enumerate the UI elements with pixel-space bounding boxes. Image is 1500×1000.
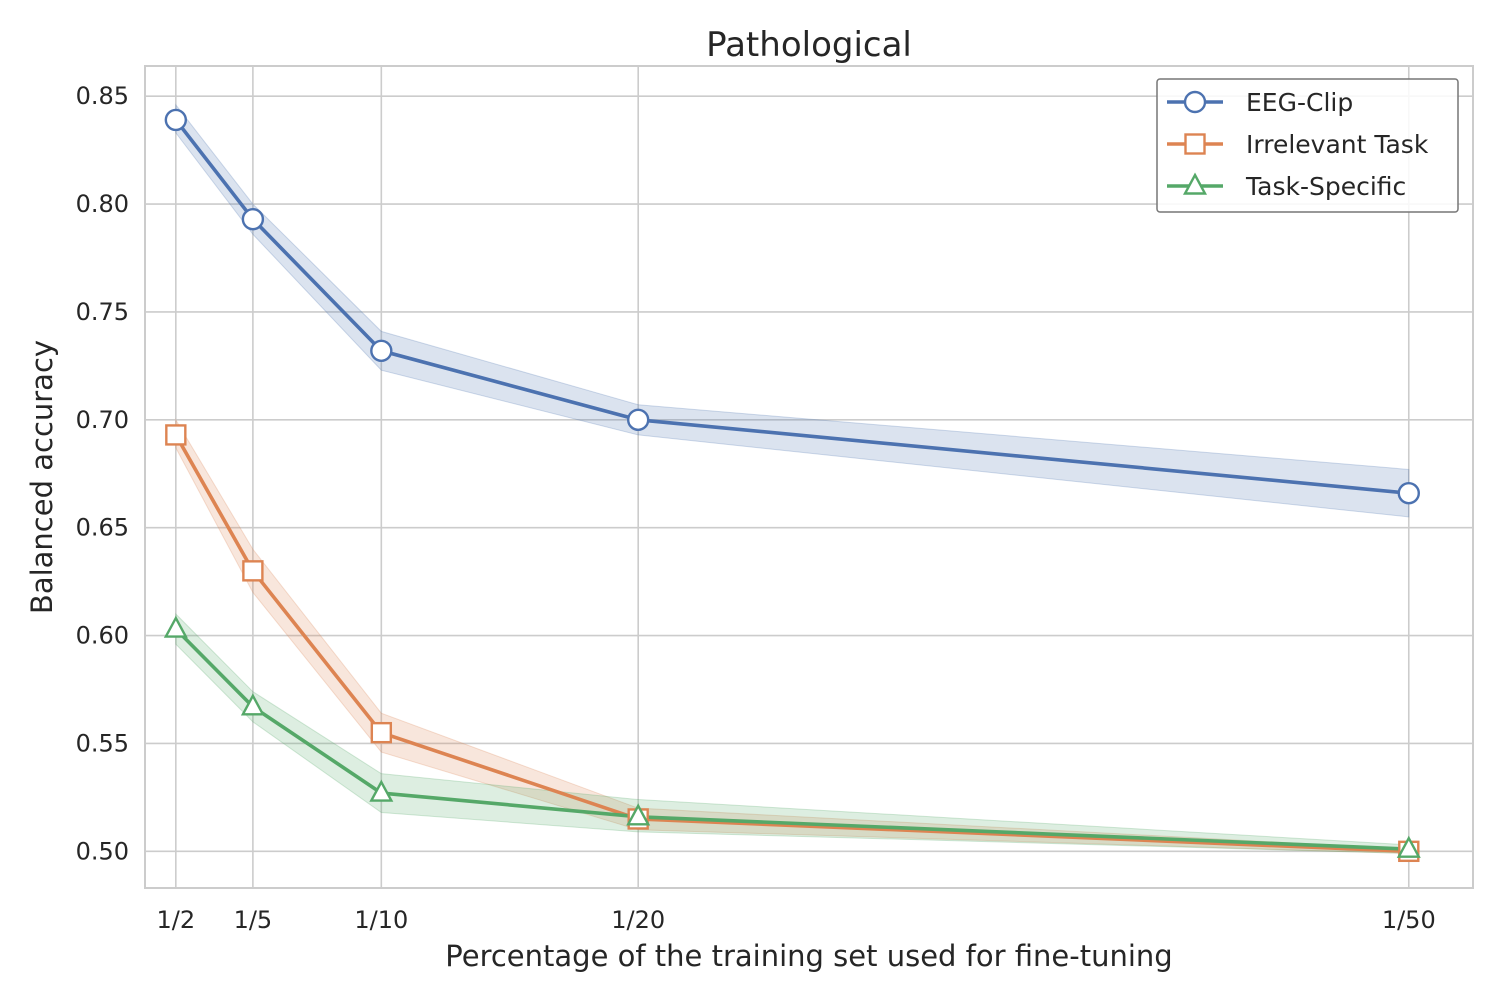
- y-tick-label: 0.50: [76, 837, 129, 865]
- legend-entry-irrelevant-task: Irrelevant Task: [1167, 130, 1429, 159]
- legend-marker: [1182, 172, 1208, 195]
- x-tick-label: 1/5: [234, 906, 273, 934]
- band-task-specific: [175, 612, 1410, 854]
- x-tick-label: 1/50: [1382, 906, 1436, 934]
- point-task-specific: [1396, 835, 1421, 858]
- plot-frame: [144, 65, 1474, 889]
- legend-marker: [1184, 133, 1206, 155]
- x-tick-label: 1/2: [157, 906, 196, 934]
- point-irrelevant-task: [242, 560, 264, 582]
- chart-title: Pathological: [706, 25, 912, 65]
- y-tick-label: 0.70: [76, 406, 129, 434]
- point-eeg-clip: [1397, 481, 1420, 505]
- legend-entry-task-specific: Task-Specific: [1167, 172, 1406, 201]
- y-tick-label: 0.65: [76, 514, 129, 542]
- y-axis-label: Balanced accuracy: [25, 340, 59, 614]
- y-tick-label: 0.75: [76, 298, 129, 326]
- point-irrelevant-task: [370, 721, 393, 744]
- point-task-specific: [163, 615, 188, 638]
- legend-entry-eeg-clip: EEG-Clip: [1167, 88, 1353, 117]
- series-markers: [163, 108, 1421, 863]
- confidence-bands: [175, 103, 1410, 854]
- legend-box: [1156, 78, 1459, 213]
- x-axis-label: Percentage of the training set used for …: [445, 939, 1172, 973]
- tick-labels: 0.50 0.55 0.60 0.65 0.70 0.75 0.80 0.85 1/2 1/5 1/…: [76, 82, 1436, 934]
- y-tick-label: 0.85: [76, 82, 129, 110]
- legend-label: Task-Specific: [1245, 172, 1406, 201]
- legend-label: Irrelevant Task: [1246, 130, 1429, 159]
- y-tick-label: 0.60: [76, 622, 129, 650]
- legend-marker: [1183, 90, 1207, 114]
- y-tick-label: 0.55: [76, 729, 129, 757]
- point-eeg-clip: [164, 108, 188, 132]
- legend-entries: EEG-Clip Irrelevant Task Task-Specific: [1167, 88, 1429, 201]
- x-tick-label: 1/10: [354, 906, 408, 934]
- point-task-specific: [369, 779, 394, 802]
- point-eeg-clip: [370, 339, 393, 362]
- legend-label: EEG-Clip: [1246, 88, 1353, 117]
- grid-layer: [145, 66, 1473, 888]
- point-irrelevant-task: [165, 424, 187, 446]
- point-task-specific: [240, 693, 265, 716]
- y-tick-label: 0.80: [76, 190, 129, 218]
- point-eeg-clip: [241, 207, 265, 231]
- point-eeg-clip: [626, 408, 650, 432]
- point-task-specific: [626, 803, 651, 826]
- x-tick-label: 1/20: [611, 906, 665, 934]
- legend: EEG-Clip Irrelevant Task Task-Specific: [1156, 78, 1459, 213]
